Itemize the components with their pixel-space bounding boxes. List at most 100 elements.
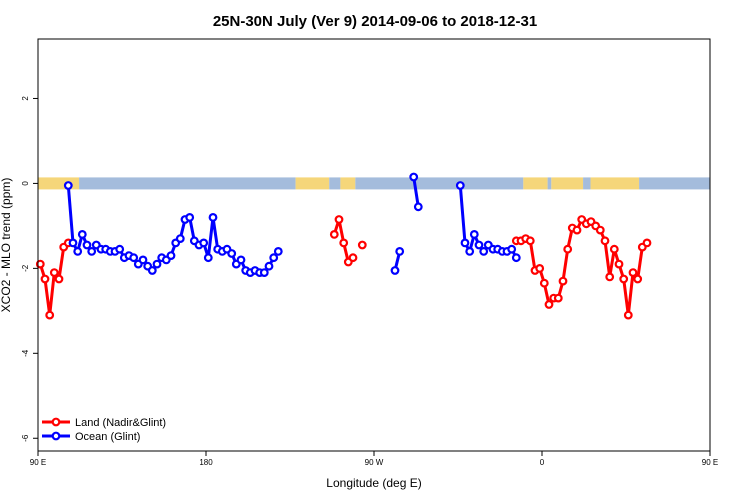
data-point (269, 253, 279, 263)
data-point (544, 300, 554, 309)
data-point (63, 181, 73, 190)
data-point (395, 246, 405, 256)
x-tick-label: 180 (199, 458, 213, 467)
data-point (558, 276, 568, 286)
band-segment-ocean (583, 177, 591, 190)
data-point (409, 172, 419, 182)
data-point (73, 246, 83, 256)
data-point (539, 278, 549, 288)
data-point (614, 259, 624, 269)
band-segment-ocean (639, 177, 710, 190)
data-point (138, 255, 148, 265)
legend-item-ocean: Ocean (Glint) (42, 431, 140, 443)
legend: Land (Nadir&Glint) Ocean (Glint) (42, 417, 166, 443)
band-segment-ocean (355, 177, 524, 190)
data-point (264, 261, 274, 271)
x-tick-label: 90 E (702, 458, 718, 467)
data-point (115, 244, 125, 254)
data-point (339, 238, 349, 248)
band-segment-ocean (79, 177, 296, 190)
data-point (553, 293, 563, 303)
legend-label: Ocean (Glint) (75, 431, 140, 443)
plot-frame (37, 38, 711, 452)
data-point (227, 249, 237, 258)
chart-title: 25N-30N July (Ver 9) 2014-09-06 to 2018-… (213, 13, 537, 30)
data-point (236, 255, 246, 265)
data-point (535, 264, 545, 273)
data-point (390, 266, 400, 275)
y-tick-label: -2 (21, 264, 30, 272)
data-point (348, 253, 358, 263)
data-point (469, 229, 479, 239)
data-point (413, 202, 423, 212)
data-point (623, 310, 633, 320)
y-tick-label: 2 (21, 96, 30, 101)
x-tick-label: 90 E (30, 458, 46, 467)
data-point (77, 229, 87, 239)
data-point (199, 238, 209, 248)
band-segment-land (590, 177, 640, 190)
band-segment-ocean (329, 177, 341, 190)
band-segment-land (38, 177, 80, 190)
data-point (628, 268, 638, 278)
x-tick-label: 90 W (365, 458, 384, 467)
x-axis: 90 E 180 90 W 0 90 E (30, 451, 718, 467)
data-point (203, 253, 213, 263)
x-tick-label: 0 (540, 458, 545, 467)
y-tick-label: -4 (21, 349, 30, 357)
data-point (273, 246, 283, 256)
data-point (129, 253, 139, 263)
data-point (595, 225, 605, 235)
x-axis-label: Longitude (deg E) (326, 476, 421, 490)
data-point (152, 259, 162, 269)
data-point (208, 212, 218, 222)
band-segment-land (340, 177, 356, 190)
data-point (87, 246, 97, 256)
band-segment-land (295, 177, 330, 190)
data-point (54, 274, 64, 284)
series-land (35, 215, 652, 320)
band-segment-ocean (547, 177, 552, 190)
data-point (609, 244, 619, 254)
legend-label: Land (Nadir&Glint) (75, 417, 166, 429)
series-line (412, 176, 420, 208)
data-point (166, 251, 176, 261)
data-point (479, 246, 489, 256)
data-point (525, 236, 535, 246)
data-point (460, 238, 470, 248)
series-ocean (63, 172, 521, 278)
data-point (334, 215, 344, 224)
data-point (175, 234, 185, 244)
data-point (40, 274, 50, 284)
legend-swatch-point (51, 431, 61, 441)
legend-swatch-point (51, 417, 61, 427)
series-layer (35, 172, 652, 320)
data-point (147, 266, 157, 275)
data-point (600, 236, 610, 246)
data-point (619, 274, 629, 284)
data-point (35, 259, 45, 269)
data-point (68, 238, 78, 248)
y-axis: -6 -4 -2 0 2 (21, 96, 38, 442)
data-point (633, 274, 643, 284)
data-point (49, 268, 59, 278)
band-segment-land (551, 177, 584, 190)
legend-item-land: Land (Nadir&Glint) (42, 417, 166, 429)
data-point (563, 244, 573, 254)
data-point (45, 310, 55, 320)
y-tick-label: 0 (21, 181, 30, 186)
data-point (465, 246, 475, 256)
data-point (605, 272, 615, 282)
data-point (511, 253, 521, 263)
data-point (572, 225, 582, 235)
data-point (507, 244, 517, 254)
band-segment-land (523, 177, 548, 190)
data-point (642, 238, 652, 248)
y-axis-label: XCO2 - MLO trend (ppm) (0, 178, 13, 313)
y-tick-label: -6 (21, 434, 30, 442)
data-point (474, 240, 484, 250)
data-point (329, 229, 339, 239)
surface-band (38, 177, 710, 190)
data-point (82, 240, 92, 250)
data-point (259, 268, 269, 278)
